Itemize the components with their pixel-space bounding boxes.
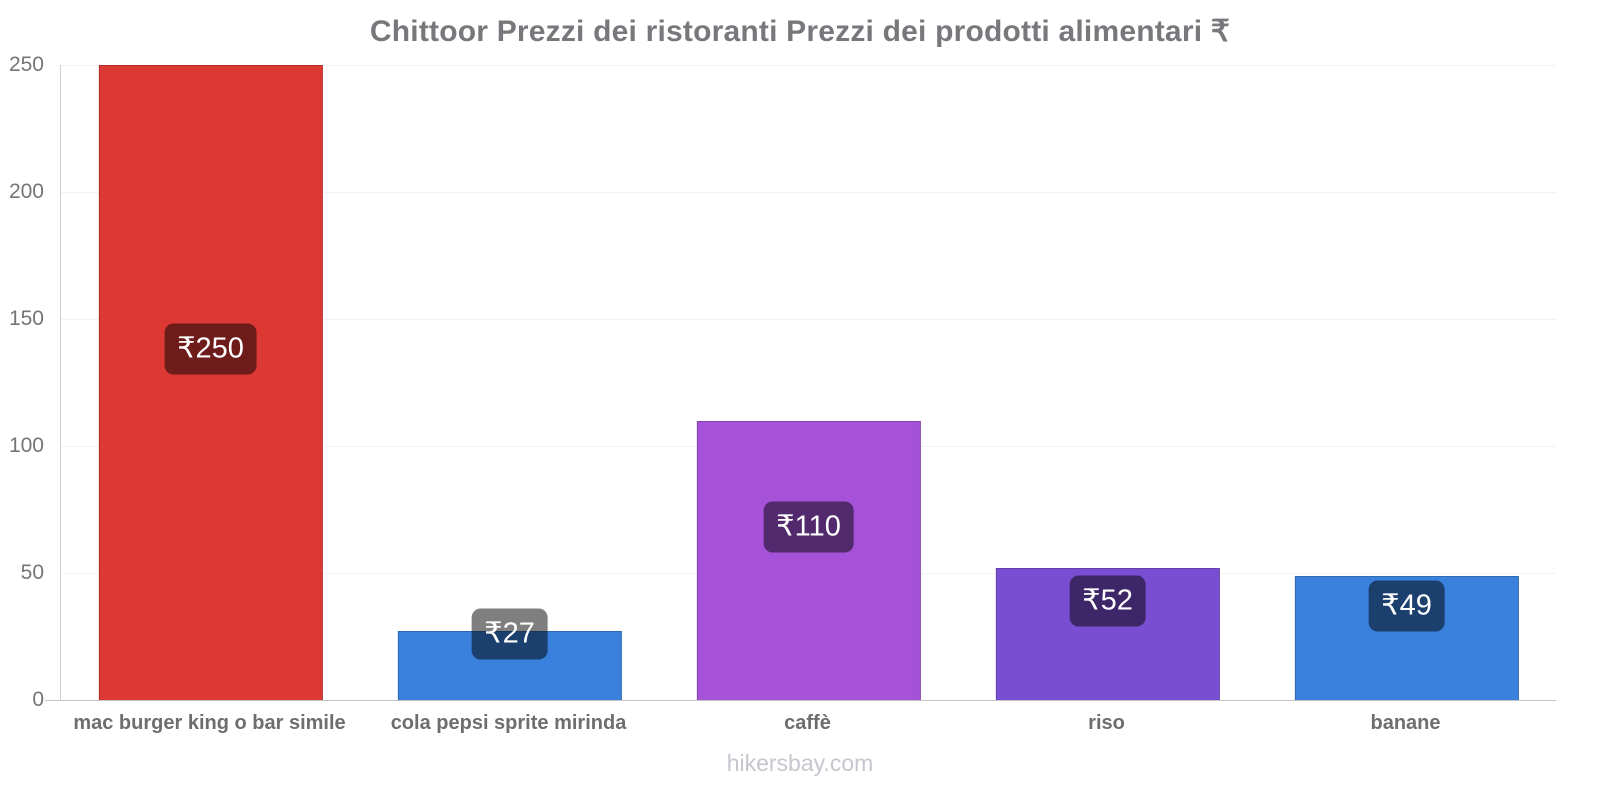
x-tick-label-2: cola pepsi sprite mirinda (390, 712, 627, 734)
y-tick-label-200: 200 (8, 180, 44, 203)
bar-slot-5: ₹49 (1257, 65, 1556, 700)
bar-slot-2: ₹27 (360, 65, 659, 700)
bar-slots: ₹250 ₹27 ₹110 ₹52 ₹49 (61, 65, 1556, 700)
gridline-200 (61, 192, 1556, 193)
bar-3[interactable] (696, 420, 921, 700)
value-badge-1: ₹250 (164, 323, 257, 375)
bar-1[interactable] (98, 65, 323, 700)
value-badge-2: ₹27 (471, 608, 548, 660)
value-badge-5: ₹49 (1368, 580, 1445, 632)
x-axis-line (45, 700, 1556, 701)
y-axis: 0 50 100 150 200 250 (0, 54, 44, 711)
watermark-text: hikersbay.com (726, 750, 874, 776)
x-tick-label-4: riso (1088, 712, 1125, 734)
gridline-150 (61, 319, 1556, 320)
bar-slot-1: ₹250 (61, 65, 360, 700)
bar-slot-4: ₹52 (958, 65, 1257, 700)
y-tick-label-250: 250 (8, 53, 44, 76)
gridline-250 (61, 65, 1556, 66)
y-tick-label-0: 0 (32, 688, 44, 711)
y-tick-label-150: 150 (8, 307, 44, 330)
y-tick-label-50: 50 (20, 561, 44, 584)
y-tick-label-100: 100 (8, 434, 44, 457)
x-axis: mac burger king o bar simile cola pepsi s… (60, 708, 1555, 742)
bar-2[interactable] (397, 631, 622, 700)
plot-area: ₹250 ₹27 ₹110 ₹52 ₹49 (45, 65, 1556, 701)
x-tick-label-3: caffè (784, 712, 831, 734)
x-tick-label-1: mac burger king o bar simile (73, 712, 346, 734)
value-badge-4: ₹52 (1069, 575, 1146, 627)
bar-slot-3: ₹110 (659, 65, 958, 700)
value-badge-3: ₹110 (763, 501, 854, 553)
chart-title: Chittoor Prezzi dei ristoranti Prezzi de… (369, 15, 1231, 48)
x-tick-label-5: banane (1370, 712, 1441, 734)
